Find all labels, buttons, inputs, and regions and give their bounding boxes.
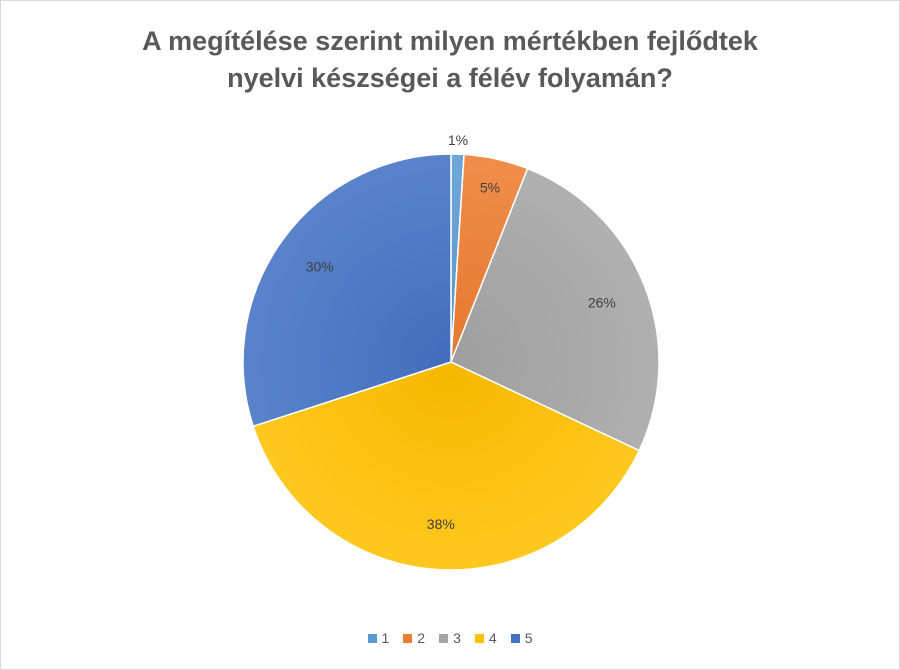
data-label-2: 5% bbox=[480, 179, 500, 195]
legend-label-4: 4 bbox=[488, 630, 497, 646]
legend-item-2: 2 bbox=[403, 630, 425, 646]
legend-item-4: 4 bbox=[474, 630, 497, 646]
data-label-1: 1% bbox=[448, 132, 468, 148]
legend-label-5: 5 bbox=[524, 630, 533, 646]
data-label-5: 30% bbox=[306, 259, 334, 275]
legend: 1 2 3 4 5 bbox=[1, 630, 899, 646]
legend-item-1: 1 bbox=[367, 630, 390, 646]
pie-slice-5 bbox=[242, 153, 452, 428]
pie-slice-3 bbox=[450, 167, 660, 452]
legend-swatch-4 bbox=[474, 633, 484, 643]
legend-swatch-2 bbox=[403, 633, 413, 643]
chart-title-line-2: nyelvi készségei a félév folyamán? bbox=[227, 63, 673, 93]
legend-item-5: 5 bbox=[510, 630, 533, 646]
data-label-3: 26% bbox=[588, 294, 616, 310]
legend-label-1: 1 bbox=[381, 630, 390, 646]
chart-title: A megítélése szerint milyen mértékben fe… bbox=[1, 23, 899, 97]
legend-swatch-5 bbox=[510, 633, 520, 643]
data-label-4: 38% bbox=[427, 516, 455, 532]
pie-slice-4 bbox=[252, 361, 641, 571]
legend-label-2: 2 bbox=[417, 630, 426, 646]
legend-swatch-1 bbox=[367, 633, 377, 643]
legend-swatch-3 bbox=[439, 633, 449, 643]
legend-item-3: 3 bbox=[439, 630, 461, 646]
legend-label-3: 3 bbox=[453, 630, 461, 646]
chart-title-line-1: A megítélése szerint milyen mértékben fe… bbox=[142, 26, 758, 56]
